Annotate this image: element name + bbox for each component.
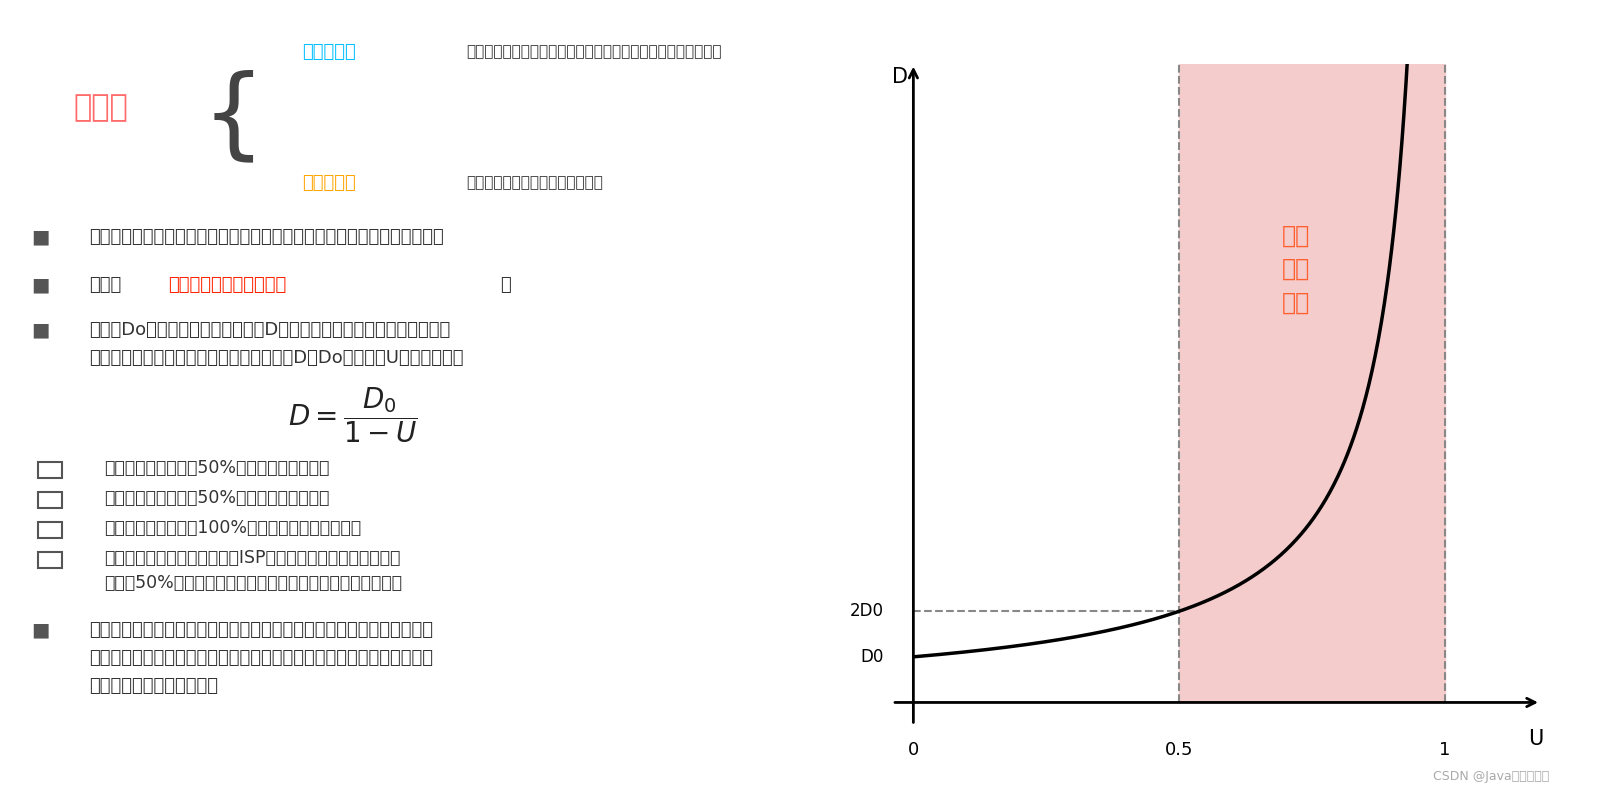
Text: CSDN @Java技术一点通: CSDN @Java技术一点通 [1432,770,1549,783]
Text: 当网络的利用率达到50%时，时延就要加倍；: 当网络的利用率达到50%时，时延就要加倍； [104,459,329,477]
Bar [39,522,62,538]
Text: 当网络的利用率超过50%时，时延急剧增大；: 当网络的利用率超过50%时，时延急剧增大； [104,489,329,507]
Bar [39,492,62,508]
Text: 因此，一些拥有较大主干网的ISP通常会控制它们的信道利用率: 因此，一些拥有较大主干网的ISP通常会控制它们的信道利用率 [104,549,401,567]
Text: D0: D0 [861,648,884,665]
Bar [39,552,62,568]
Text: 当网络的利用率接近100%时，时延就趋于无穷大；: 当网络的利用率接近100%时，时延就趋于无穷大； [104,519,362,537]
Text: 也不能使信道利用率太低，这会使宝贵的通信资源被白白浪费。应该使用: 也不能使信道利用率太低，这会使宝贵的通信资源被白白浪费。应该使用 [89,621,433,639]
Bar [39,462,62,478]
Text: ■: ■ [31,621,49,639]
Text: U: U [1528,729,1543,749]
Text: 利用率: 利用率 [75,93,128,123]
Text: 全网络的信道利用率的加权平均。: 全网络的信道利用率的加权平均。 [466,175,603,190]
Text: ■: ■ [31,320,49,340]
Text: 如果令Do表示网络空闲时的时延，D表示网络当前的时延，那么在适当的: 如果令Do表示网络空闲时的时延，D表示网络当前的时延，那么在适当的 [89,321,451,339]
Text: 根据排队论，当某信道的利用率增大时，该信道引起的时延也会迅速增加；: 根据排队论，当某信道的利用率增大时，该信道引起的时延也会迅速增加； [89,228,444,246]
Text: 时延
急剧
增大: 时延 急剧 增大 [1281,223,1311,315]
Text: 用来表示某信道有百分之几的时间是被利用的（有数据通过）。: 用来表示某信道有百分之几的时间是被利用的（有数据通过）。 [466,45,722,60]
Text: 1: 1 [1439,741,1450,760]
Text: 不超过50%。如果超过了，就要准备扩容，增大线路的带宽。: 不超过50%。如果超过了，就要准备扩容，增大线路的带宽。 [104,574,402,592]
Text: 一些机制，可以根据情况动态调整输入到网络中的通信量，使网络利用率: 一些机制，可以根据情况动态调整输入到网络中的通信量，使网络利用率 [89,649,433,667]
Text: 2D0: 2D0 [850,603,884,620]
Text: {: { [201,69,264,167]
Text: 0: 0 [908,741,920,760]
Text: $D=\dfrac{D_0}{1-U}$: $D=\dfrac{D_0}{1-U}$ [289,385,418,445]
Text: ■: ■ [31,276,49,295]
Text: 网络利用率: 网络利用率 [302,174,355,192]
Text: 假定条件下，可以用下面的简单公式来表示D、Do和利用率U之间的关系：: 假定条件下，可以用下面的简单公式来表示D、Do和利用率U之间的关系： [89,349,464,367]
Text: ■: ■ [31,227,49,246]
Text: 信道利用率并非越高越好: 信道利用率并非越高越好 [169,276,287,294]
Text: D: D [892,68,908,88]
Text: 0.5: 0.5 [1165,741,1194,760]
Text: 信道利用率: 信道利用率 [302,43,355,61]
Text: 保持在一个合理的范围内。: 保持在一个合理的范围内。 [89,677,219,695]
Text: 因此，: 因此， [89,276,122,294]
Text: ；: ； [500,276,511,294]
